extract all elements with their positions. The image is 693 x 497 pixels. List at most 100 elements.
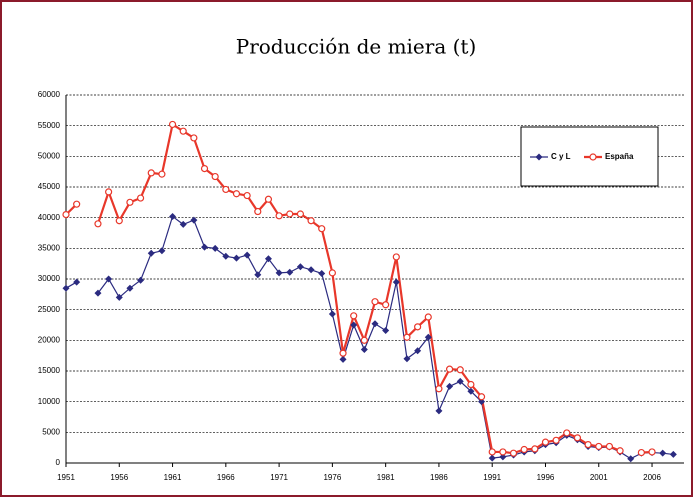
data-point bbox=[158, 170, 166, 178]
data-point bbox=[616, 447, 624, 455]
data-point bbox=[190, 134, 198, 142]
data-point bbox=[275, 212, 283, 220]
data-point bbox=[499, 453, 507, 461]
data-point bbox=[360, 346, 368, 354]
legend-label: España bbox=[605, 152, 634, 161]
x-tick-label: 1976 bbox=[323, 473, 341, 482]
data-point bbox=[296, 263, 304, 271]
data-point bbox=[318, 225, 326, 233]
data-point bbox=[648, 448, 656, 456]
data-point bbox=[552, 436, 560, 444]
chart-title: Producción de miera (t) bbox=[236, 35, 477, 59]
data-point bbox=[541, 438, 550, 446]
y-tick-label: 0 bbox=[56, 458, 61, 467]
x-tick-label: 1996 bbox=[537, 473, 555, 482]
data-point bbox=[211, 172, 219, 181]
legend-marker bbox=[535, 153, 543, 161]
data-point bbox=[307, 217, 315, 225]
x-tick-label: 1966 bbox=[217, 473, 235, 482]
data-point bbox=[105, 275, 113, 283]
data-point bbox=[254, 207, 262, 216]
data-point bbox=[573, 434, 582, 442]
data-point bbox=[467, 387, 475, 395]
data-point bbox=[531, 445, 539, 453]
data-point bbox=[339, 355, 347, 363]
data-point bbox=[360, 336, 368, 344]
data-point bbox=[435, 385, 443, 393]
data-point bbox=[669, 450, 677, 458]
x-tick-label: 1971 bbox=[270, 473, 288, 482]
data-point bbox=[62, 211, 70, 219]
data-point bbox=[350, 312, 358, 320]
data-point bbox=[243, 191, 251, 200]
data-point bbox=[328, 269, 336, 277]
data-point bbox=[478, 398, 486, 406]
data-point bbox=[414, 347, 422, 355]
y-tick-label: 25000 bbox=[38, 305, 61, 314]
data-point bbox=[467, 380, 475, 389]
data-point bbox=[424, 333, 432, 341]
data-point bbox=[169, 212, 177, 220]
data-point bbox=[94, 289, 102, 297]
data-point bbox=[62, 284, 70, 292]
data-point bbox=[286, 210, 294, 218]
y-tick-label: 20000 bbox=[38, 335, 61, 344]
data-point bbox=[446, 382, 454, 390]
data-point bbox=[147, 169, 155, 177]
data-point bbox=[595, 442, 603, 451]
data-point bbox=[158, 247, 166, 255]
data-point bbox=[424, 313, 432, 321]
data-point bbox=[307, 266, 315, 274]
data-point bbox=[211, 244, 219, 252]
data-point bbox=[382, 301, 390, 309]
data-point bbox=[73, 278, 81, 286]
x-tick-label: 1961 bbox=[164, 473, 182, 482]
data-point bbox=[445, 365, 454, 373]
legend-marker bbox=[589, 153, 597, 161]
data-point bbox=[350, 321, 358, 329]
data-point bbox=[179, 127, 187, 135]
data-point bbox=[509, 449, 518, 457]
y-tick-label: 15000 bbox=[38, 366, 61, 375]
data-point bbox=[414, 323, 422, 331]
x-tick-label: 2006 bbox=[643, 473, 661, 482]
data-point bbox=[73, 200, 81, 208]
y-tick-label: 10000 bbox=[38, 397, 61, 406]
data-point bbox=[488, 448, 496, 456]
data-point bbox=[179, 220, 187, 228]
data-point bbox=[584, 441, 592, 449]
x-tick-label: 2001 bbox=[590, 473, 608, 482]
data-point bbox=[136, 194, 145, 202]
data-point bbox=[318, 269, 326, 277]
data-point bbox=[286, 268, 294, 276]
data-point bbox=[168, 120, 177, 129]
data-point bbox=[339, 349, 347, 357]
data-point bbox=[190, 216, 198, 224]
data-point bbox=[328, 310, 336, 318]
data-point bbox=[371, 320, 379, 328]
data-point bbox=[126, 198, 134, 206]
data-point bbox=[243, 251, 251, 259]
x-tick-label: 1956 bbox=[110, 473, 128, 482]
data-point bbox=[200, 165, 209, 173]
y-tick-label: 30000 bbox=[38, 274, 61, 283]
data-point bbox=[382, 327, 390, 335]
legend-label: C y L bbox=[551, 152, 571, 161]
x-tick-label: 1986 bbox=[430, 473, 448, 482]
data-point bbox=[392, 253, 400, 261]
data-point bbox=[222, 185, 230, 194]
x-tick-label: 1951 bbox=[57, 473, 75, 482]
data-point bbox=[659, 449, 667, 457]
data-point bbox=[627, 455, 635, 463]
data-point bbox=[392, 278, 400, 286]
data-point bbox=[488, 454, 496, 462]
x-tick-label: 1991 bbox=[483, 473, 501, 482]
data-point bbox=[637, 448, 645, 457]
data-point bbox=[275, 269, 283, 277]
x-tick-label: 1981 bbox=[377, 473, 395, 482]
data-point bbox=[403, 355, 411, 363]
data-point bbox=[201, 243, 209, 251]
data-point bbox=[147, 249, 155, 257]
data-point bbox=[264, 255, 272, 263]
